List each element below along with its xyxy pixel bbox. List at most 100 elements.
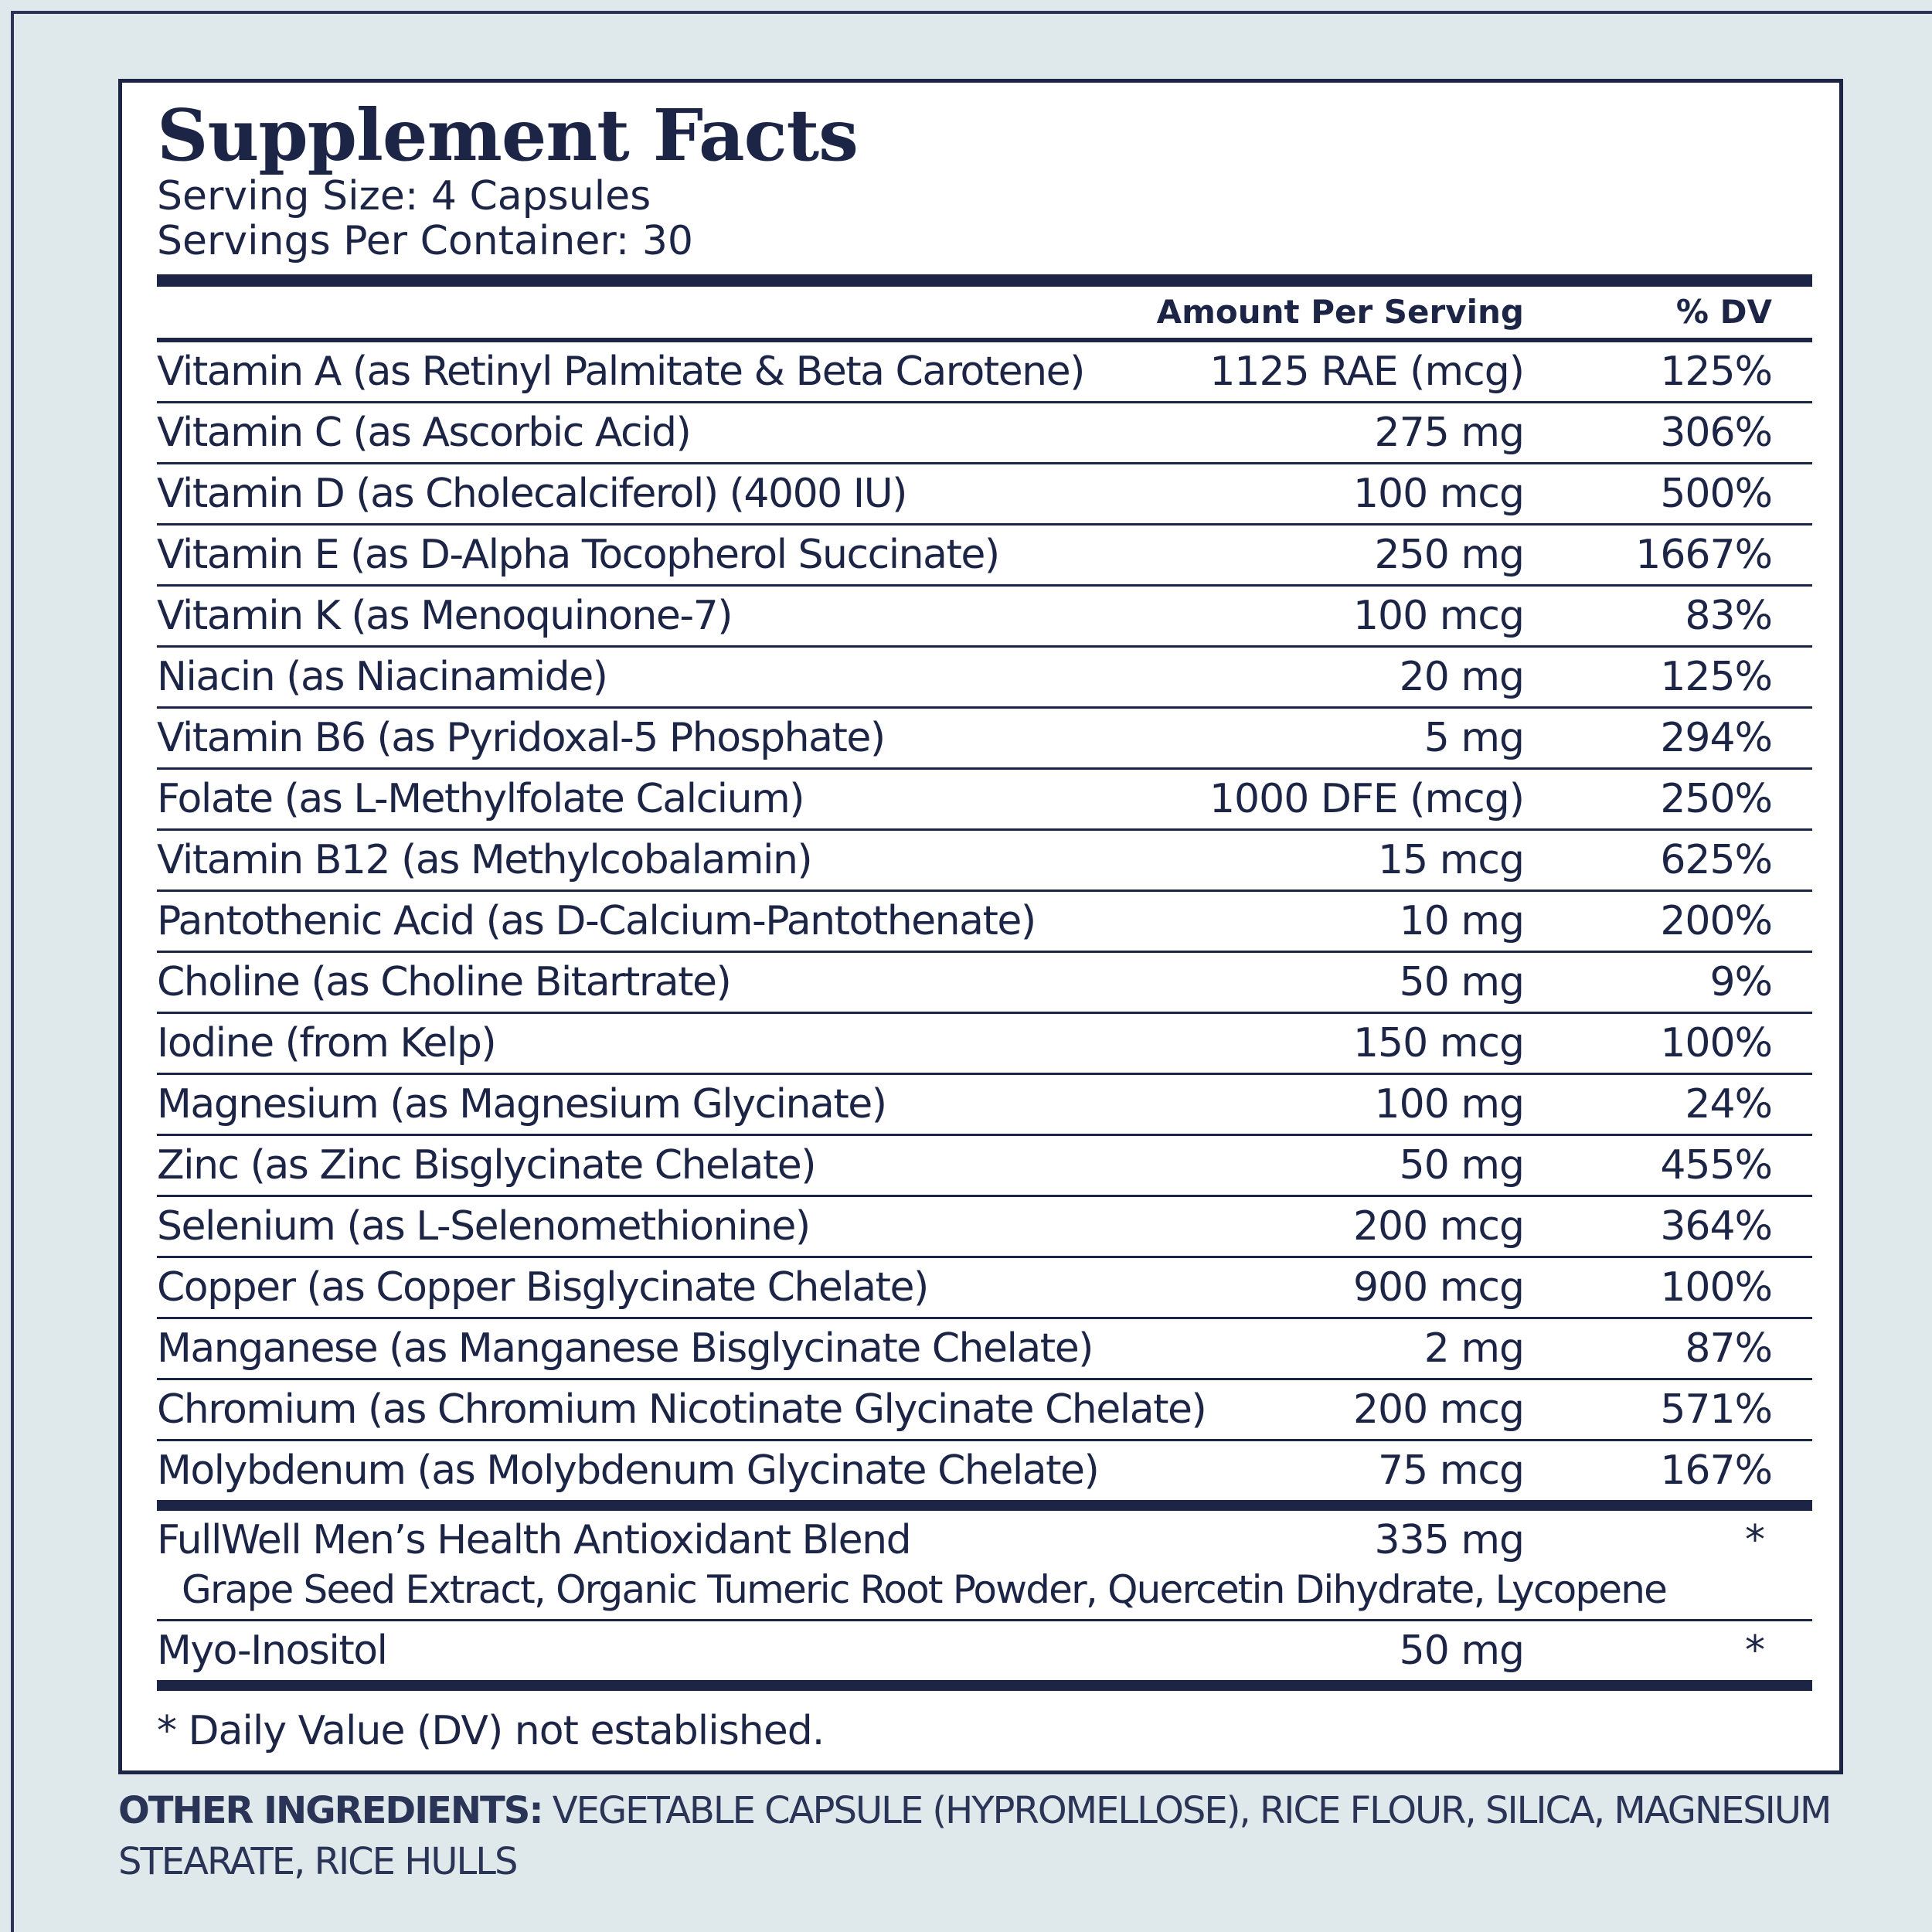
nutrient-name: Zinc (as Zinc Bisglycinate Chelate) (157, 1142, 817, 1189)
nutrient-row: Vitamin B12 (as Methylcobalamin) 15 mcg 62… (157, 831, 1812, 892)
nutrient-dv: 1667% (1635, 532, 1773, 578)
nutrient-dv: 9% (1709, 959, 1773, 1005)
other-label: OTHER INGREDIENTS: (118, 1789, 544, 1832)
nutrient-amount: 1000 DFE (mcg) (1209, 776, 1525, 822)
nutrient-row: Vitamin A (as Retinyl Palmitate & Beta C… (157, 342, 1812, 403)
nutrient-amount: 75 mcg (1378, 1447, 1525, 1494)
nutrient-dv: 24% (1685, 1081, 1773, 1128)
nutrient-name: Folate (as L-Methylfolate Calcium) (157, 776, 805, 822)
nutrient-row: Niacin (as Niacinamide) 20 mg 125% (157, 648, 1812, 709)
nutrient-name: Manganese (as Manganese Bisglycinate Che… (157, 1325, 1094, 1372)
extra-amount: 50 mg (1399, 1628, 1525, 1674)
nutrient-name: Pantothenic Acid (as D-Calcium-Pantothen… (157, 898, 1036, 944)
nutrient-amount: 100 mg (1374, 1081, 1525, 1128)
nutrient-name: Vitamin B12 (as Methylcobalamin) (157, 837, 813, 883)
nutrient-row: Copper (as Copper Bisglycinate Chelate) 9… (157, 1258, 1812, 1319)
nutrient-name: Iodine (from Kelp) (157, 1020, 497, 1066)
nutrient-name: Choline (as Choline Bitartrate) (157, 959, 732, 1005)
facts-panel: Supplement Facts Serving Size: 4 Capsule… (118, 79, 1843, 1774)
title: Supplement Facts (157, 94, 859, 177)
nutrient-amount: 5 mg (1423, 715, 1525, 761)
footnote: * Daily Value (DV) not established. (157, 1708, 825, 1754)
nutrient-row: Choline (as Choline Bitartrate) 50 mg 9% (157, 953, 1812, 1014)
nutrient-dv: 571% (1660, 1386, 1773, 1433)
nutrient-dv: 100% (1660, 1264, 1773, 1311)
blend-row: FullWell Men’s Health Antioxidant Blend … (157, 1511, 1812, 1621)
nutrient-amount: 100 mcg (1352, 471, 1525, 517)
blend-amount: 335 mg (1374, 1517, 1525, 1563)
column-header: Amount Per Serving % DV (157, 287, 1812, 338)
nutrient-amount: 200 mcg (1352, 1203, 1525, 1250)
frame (11, 11, 1932, 1932)
nutrient-row: Manganese (as Manganese Bisglycinate Che… (157, 1319, 1812, 1380)
nutrient-row: Molybdenum (as Molybdenum Glycinate Chel… (157, 1441, 1812, 1500)
nutrient-dv: 125% (1660, 349, 1773, 395)
nutrient-amount: 50 mg (1399, 1142, 1525, 1189)
nutrient-dv: 167% (1660, 1447, 1773, 1494)
other-ingredients: OTHER INGREDIENTS: VEGETABLE CAPSULE (HY… (118, 1785, 1835, 1887)
nutrient-name: Chromium (as Chromium Nicotinate Glycina… (157, 1386, 1207, 1433)
nutrient-name: Selenium (as L-Selenomethionine) (157, 1203, 811, 1250)
divider (157, 1680, 1812, 1691)
nutrient-amount: 200 mcg (1352, 1386, 1525, 1433)
nutrient-name: Vitamin C (as Ascorbic Acid) (157, 410, 692, 456)
nutrient-row: Magnesium (as Magnesium Glycinate) 100 mg… (157, 1075, 1812, 1136)
nutrient-row: Iodine (from Kelp) 150 mcg 100% (157, 1014, 1812, 1075)
nutrient-name: Vitamin E (as D-Alpha Tocopherol Succina… (157, 532, 1000, 578)
nutrient-dv: 500% (1660, 471, 1773, 517)
servings-per-container: Servings Per Container: 30 (157, 218, 694, 264)
nutrient-name: Niacin (as Niacinamide) (157, 654, 608, 700)
amount-header: Amount Per Serving (1156, 293, 1524, 331)
extra-name: Myo-Inositol (157, 1628, 388, 1674)
nutrient-dv: 200% (1660, 898, 1773, 944)
nutrient-row: Chromium (as Chromium Nicotinate Glycina… (157, 1380, 1812, 1441)
dv-header: % DV (1675, 293, 1772, 331)
nutrient-dv: 87% (1685, 1325, 1773, 1372)
nutrient-amount: 50 mg (1399, 959, 1525, 1005)
nutrient-name: Magnesium (as Magnesium Glycinate) (157, 1081, 887, 1128)
nutrient-dv: 455% (1660, 1142, 1773, 1189)
nutrient-amount: 275 mg (1374, 410, 1525, 456)
nutrient-name: Vitamin D (as Cholecalciferol) (4000 IU) (157, 471, 907, 517)
divider (157, 338, 1812, 342)
nutrient-amount: 900 mcg (1352, 1264, 1525, 1311)
nutrient-dv: 625% (1660, 837, 1773, 883)
nutrient-dv: 294% (1660, 715, 1773, 761)
nutrient-amount: 2 mg (1423, 1325, 1525, 1372)
extra-dv: * (1745, 1628, 1765, 1674)
nutrient-dv: 364% (1660, 1203, 1773, 1250)
nutrient-row: Vitamin C (as Ascorbic Acid) 275 mg 306% (157, 403, 1812, 464)
nutrient-name: Vitamin B6 (as Pyridoxal-5 Phosphate) (157, 715, 886, 761)
blend-ingredients: Grape Seed Extract, Organic Tumeric Root… (182, 1567, 1668, 1612)
nutrient-amount: 100 mcg (1352, 593, 1525, 639)
nutrient-row: Zinc (as Zinc Bisglycinate Chelate) 50 mg… (157, 1136, 1812, 1197)
nutrient-name: Vitamin K (as Menoquinone-7) (157, 593, 733, 639)
nutrient-name: Vitamin A (as Retinyl Palmitate & Beta C… (157, 349, 1085, 395)
nutrient-amount: 150 mcg (1352, 1020, 1525, 1066)
nutrient-rows: Vitamin A (as Retinyl Palmitate & Beta C… (157, 342, 1812, 1500)
nutrient-row: Pantothenic Acid (as D-Calcium-Pantothen… (157, 892, 1812, 953)
nutrient-amount: 10 mg (1399, 898, 1525, 944)
serving-size: Serving Size: 4 Capsules (157, 173, 651, 219)
nutrient-amount: 15 mcg (1378, 837, 1525, 883)
nutrient-dv: 125% (1660, 654, 1773, 700)
extra-row: Myo-Inositol 50 mg * (157, 1621, 1812, 1680)
blend-name: FullWell Men’s Health Antioxidant Blend (157, 1517, 912, 1563)
nutrient-name: Molybdenum (as Molybdenum Glycinate Chel… (157, 1447, 1100, 1494)
nutrient-row: Vitamin B6 (as Pyridoxal-5 Phosphate) 5 m… (157, 709, 1812, 770)
nutrient-name: Copper (as Copper Bisglycinate Chelate) (157, 1264, 929, 1311)
nutrient-amount: 20 mg (1399, 654, 1525, 700)
nutrient-dv: 83% (1685, 593, 1773, 639)
divider (157, 274, 1812, 287)
nutrient-dv: 100% (1660, 1020, 1773, 1066)
nutrient-row: Selenium (as L-Selenomethionine) 200 mcg 3… (157, 1197, 1812, 1258)
blend-dv: * (1745, 1517, 1765, 1563)
nutrient-row: Vitamin K (as Menoquinone-7) 100 mcg 83% (157, 587, 1812, 648)
nutrient-row: Vitamin D (as Cholecalciferol) (4000 IU)… (157, 464, 1812, 526)
nutrient-amount: 1125 RAE (mcg) (1209, 349, 1525, 395)
nutrient-dv: 250% (1660, 776, 1773, 822)
nutrient-row: Folate (as L-Methylfolate Calcium) 1000 D… (157, 770, 1812, 831)
other-text: VEGETABLE CAPSULE (HYPROMELLOSE), RICE F… (118, 1789, 1832, 1883)
nutrient-amount: 250 mg (1374, 532, 1525, 578)
